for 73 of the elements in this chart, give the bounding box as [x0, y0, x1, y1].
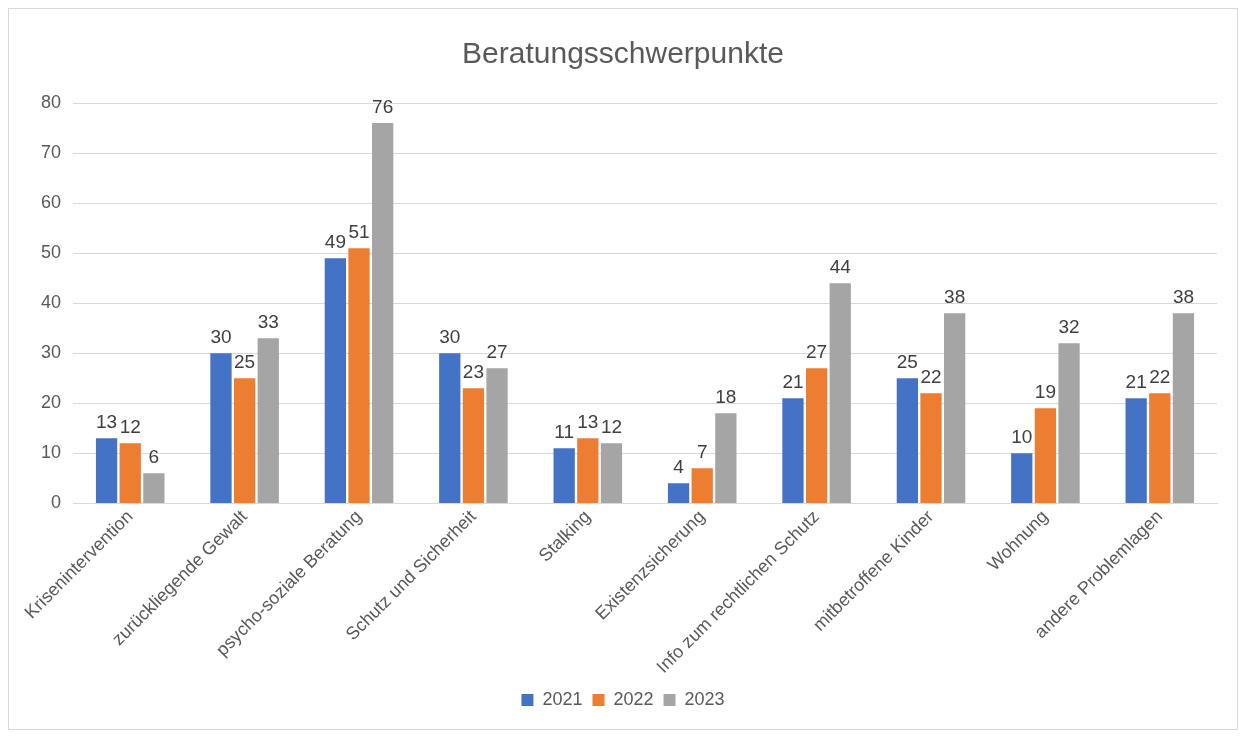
bar	[439, 353, 461, 503]
bar	[462, 388, 485, 503]
data-label: 10	[1011, 426, 1033, 448]
data-label: 76	[372, 95, 394, 117]
bar	[805, 368, 828, 503]
data-label: 49	[324, 230, 346, 252]
y-tick-label: 30	[40, 342, 62, 363]
bar	[119, 443, 141, 503]
data-label: 27	[806, 340, 828, 362]
data-label: 22	[920, 366, 942, 388]
data-label: 13	[96, 411, 118, 433]
bar	[1125, 398, 1147, 503]
data-label: 21	[782, 371, 804, 393]
bar	[944, 313, 966, 503]
data-label: 30	[439, 325, 461, 347]
bar	[233, 378, 256, 503]
bar	[95, 438, 118, 503]
bar	[667, 483, 690, 503]
bar	[143, 473, 165, 503]
chart-title: Beratungsschwerpunkte	[462, 36, 784, 70]
bar	[257, 338, 279, 503]
bar	[577, 438, 599, 503]
bar	[1172, 313, 1195, 503]
bar	[324, 258, 347, 503]
bar	[715, 413, 737, 503]
y-tick-label: 10	[40, 442, 62, 463]
bar	[372, 123, 394, 503]
data-label: 30	[210, 325, 232, 347]
bar	[1011, 453, 1033, 503]
data-label: 18	[715, 386, 737, 408]
bar	[1034, 408, 1057, 503]
data-label: 12	[600, 416, 623, 438]
y-tick-label: 20	[40, 392, 62, 413]
data-label: 7	[696, 441, 708, 463]
data-label: 12	[119, 416, 141, 438]
y-tick-label: 70	[40, 142, 62, 163]
legend-label: 2023	[684, 688, 725, 709]
bar	[1149, 393, 1171, 503]
bar	[896, 378, 918, 503]
data-label: 4	[673, 456, 685, 478]
data-label: 38	[944, 285, 966, 307]
data-label: 23	[462, 361, 484, 383]
bar	[553, 448, 575, 503]
data-label: 25	[896, 351, 918, 372]
y-tick-label: 60	[40, 192, 62, 213]
bar	[829, 283, 851, 503]
legend-label: 2021	[542, 688, 583, 709]
bar	[600, 443, 623, 503]
data-label: 25	[234, 351, 256, 372]
data-label: 6	[148, 446, 160, 468]
y-tick-label: 40	[40, 292, 62, 313]
data-label: 51	[348, 220, 370, 242]
data-label: 19	[1034, 381, 1056, 403]
data-label: 33	[257, 310, 279, 332]
bar	[210, 353, 232, 503]
bar	[348, 248, 370, 503]
data-label: 38	[1172, 285, 1195, 307]
y-tick-label: 0	[51, 492, 62, 513]
data-label: 27	[486, 340, 508, 362]
data-label: 11	[554, 421, 575, 443]
bar	[486, 368, 508, 503]
data-label: 13	[577, 411, 599, 433]
bar	[1058, 343, 1080, 503]
data-label: 21	[1125, 371, 1147, 393]
data-label: 22	[1149, 366, 1171, 388]
bar	[782, 398, 804, 503]
bar	[691, 468, 713, 503]
bar	[920, 393, 942, 503]
legend-label: 2022	[613, 688, 654, 709]
y-tick-label: 80	[40, 91, 62, 112]
y-tick-label: 50	[40, 242, 62, 263]
data-label: 32	[1058, 315, 1080, 337]
data-label: 44	[829, 255, 852, 277]
